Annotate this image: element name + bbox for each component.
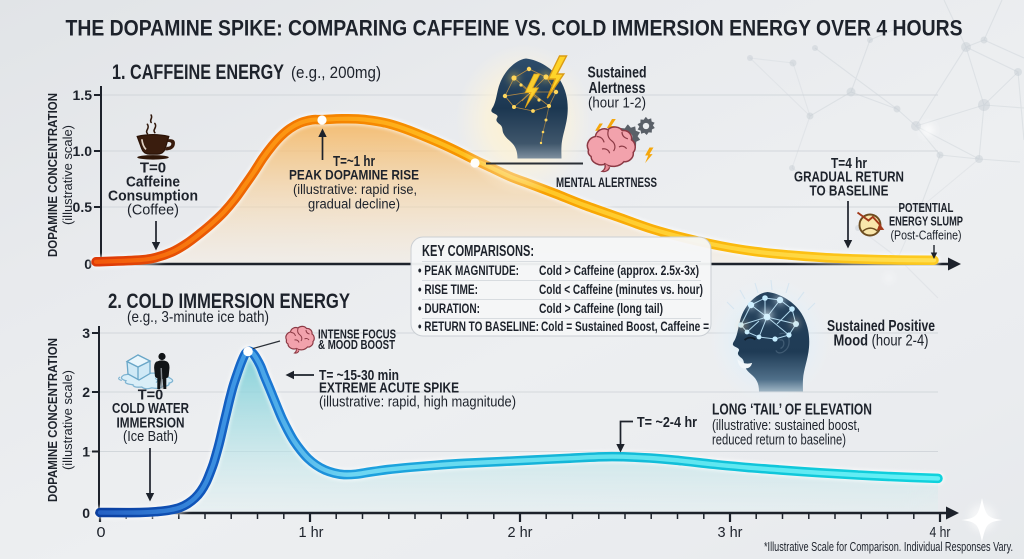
svg-text:(Ice Bath): (Ice Bath) (123, 429, 178, 445)
svg-text:PEAK DOPAMINE RISE: PEAK DOPAMINE RISE (289, 167, 419, 183)
svg-text:DOPAMINE CONCENTRATION: DOPAMINE CONCENTRATION (45, 93, 60, 257)
svg-text:(illustrative scale): (illustrative scale) (61, 125, 75, 225)
svg-text:ENERGY SLUMP: ENERGY SLUMP (889, 215, 963, 229)
svg-text:reduced return to baseline): reduced return to baseline) (712, 433, 846, 449)
svg-text:T=0: T=0 (140, 160, 166, 177)
svg-text:2 hr: 2 hr (508, 524, 533, 541)
svg-text:3 hr: 3 hr (718, 524, 743, 541)
svg-text:DOPAMINE CONCENTRATION: DOPAMINE CONCENTRATION (45, 338, 60, 502)
svg-text:*Illustrative Scale for Compar: *Illustrative Scale for Comparison. Indi… (764, 539, 1013, 554)
svg-text:0.5: 0.5 (73, 199, 93, 215)
svg-text:(illustrative: sustained boost: (illustrative: sustained boost, (712, 418, 860, 434)
svg-text:Consumption: Consumption (108, 188, 198, 205)
svg-text:(Post-Caffeine): (Post-Caffeine) (891, 228, 962, 243)
svg-text:1 hr: 1 hr (299, 524, 324, 541)
svg-text:T= ~15-30 min: T= ~15-30 min (319, 367, 399, 384)
svg-text:(illustrative: rapid rise,: (illustrative: rapid rise, (293, 182, 417, 197)
svg-text:(illustrative: rapid, high mag: (illustrative: rapid, high magnitude) (319, 395, 516, 411)
svg-text:2: 2 (82, 384, 90, 400)
svg-text:LONG ‘TAIL’ OF ELEVATION: LONG ‘TAIL’ OF ELEVATION (712, 402, 872, 419)
svg-text:KEY COMPARISONS:: KEY COMPARISONS: (422, 243, 534, 260)
svg-text:T=~1 hr: T=~1 hr (333, 153, 375, 170)
svg-text:(Coffee): (Coffee) (127, 202, 179, 219)
svg-text:2. COLD IMMERSION ENERGY: 2. COLD IMMERSION ENERGY (108, 290, 350, 313)
svg-text:INTENSE FOCUS: INTENSE FOCUS (318, 327, 396, 342)
svg-text:T= ~2-4 hr: T= ~2-4 hr (637, 414, 697, 431)
svg-text:3: 3 (82, 325, 90, 341)
svg-text:Cold > Caffeine (long tail): Cold > Caffeine (long tail) (539, 301, 663, 316)
svg-text:1. CAFFEINE ENERGY: 1. CAFFEINE ENERGY (112, 61, 284, 84)
svg-text:THE DOPAMINE SPIKE: COMPARING: THE DOPAMINE SPIKE: COMPARING CAFFEINE V… (66, 16, 963, 41)
svg-text:4 hr: 4 hr (930, 524, 951, 541)
svg-text:1: 1 (82, 444, 90, 460)
svg-text:0: 0 (97, 524, 106, 541)
svg-text:Caffeine: Caffeine (126, 174, 180, 191)
svg-text:GRADUAL RETURN: GRADUAL RETURN (794, 170, 904, 186)
svg-text:1.5: 1.5 (73, 87, 93, 103)
svg-text:(e.g., 3-minute ice bath): (e.g., 3-minute ice bath) (127, 309, 269, 326)
svg-text:• PEAK MAGNITUDE:: • PEAK MAGNITUDE: (418, 263, 519, 278)
svg-text:• RETURN TO BASELINE:: • RETURN TO BASELINE: (418, 319, 539, 334)
svg-text:Cold < Caffeine (minutes vs. h: Cold < Caffeine (minutes vs. hour) (539, 282, 703, 297)
svg-text:EXTREME ACUTE SPIKE: EXTREME ACUTE SPIKE (319, 380, 459, 397)
svg-text:(illustrative scale): (illustrative scale) (61, 370, 75, 470)
svg-text:Sustained: Sustained (588, 65, 647, 82)
svg-text:Alertness: Alertness (589, 80, 646, 97)
svg-text:T=0: T=0 (138, 388, 163, 404)
svg-text:Sustained Positive: Sustained Positive (827, 318, 935, 335)
svg-text:0: 0 (82, 505, 90, 521)
svg-text:0: 0 (84, 256, 92, 272)
svg-text:T=4 hr: T=4 hr (831, 156, 867, 172)
svg-text:1.0: 1.0 (73, 143, 93, 159)
svg-text:COLD WATER: COLD WATER (112, 401, 189, 417)
svg-text:Cold > Caffeine (approx. 2.5x-: Cold > Caffeine (approx. 2.5x-3x) (539, 263, 699, 278)
svg-text:• RISE TIME:: • RISE TIME: (418, 282, 478, 297)
svg-text:Cold = Sustained Boost, Caffei: Cold = Sustained Boost, Caffeine = (541, 319, 709, 334)
svg-text:(hour 1-2): (hour 1-2) (588, 95, 646, 112)
svg-text:• DURATION:: • DURATION: (418, 301, 480, 316)
svg-text:TO BASELINE: TO BASELINE (810, 184, 889, 200)
svg-text:Mood (hour 2-4): Mood (hour 2-4) (834, 333, 929, 350)
svg-text:MENTAL ALERTNESS: MENTAL ALERTNESS (556, 175, 657, 190)
svg-text:POTENTIAL: POTENTIAL (899, 201, 954, 215)
svg-text:& MOOD BOOST: & MOOD BOOST (318, 337, 395, 352)
svg-text:(e.g., 200mg): (e.g., 200mg) (291, 63, 381, 82)
svg-text:IMMERSION: IMMERSION (117, 416, 185, 432)
svg-text:gradual decline): gradual decline) (308, 197, 400, 212)
